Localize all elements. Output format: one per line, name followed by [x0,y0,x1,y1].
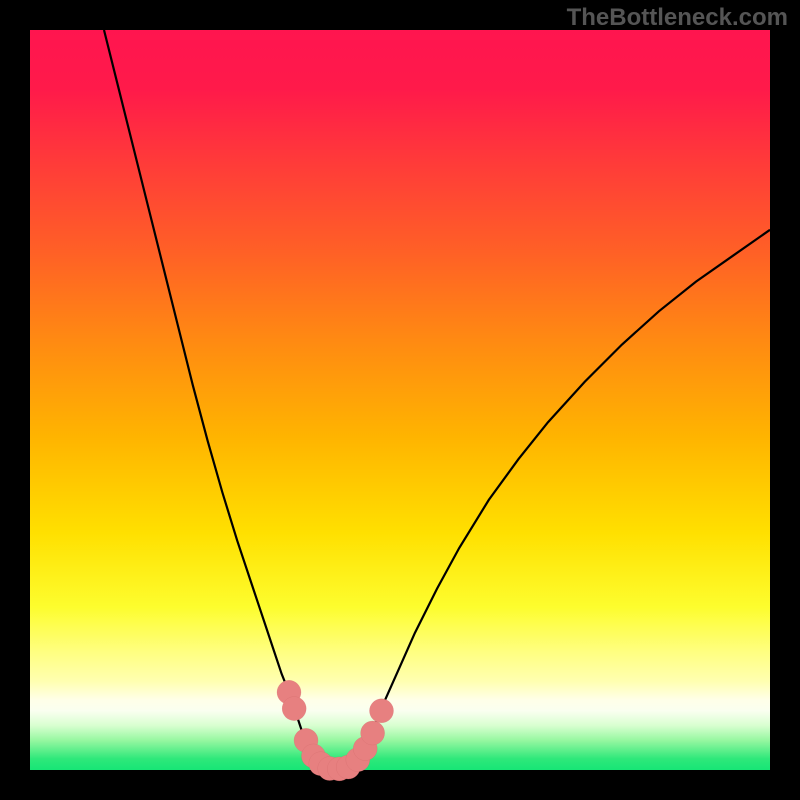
bottleneck-curve-right [333,230,770,769]
curve-marker [282,697,306,721]
plot-area [30,30,770,770]
curve-layer [30,30,770,770]
curve-marker [370,699,394,723]
marker-group [277,680,394,781]
chart-frame: TheBottleneck.com [0,0,800,800]
bottleneck-curve-left [104,30,333,769]
curve-marker [361,721,385,745]
watermark-text: TheBottleneck.com [567,4,788,32]
